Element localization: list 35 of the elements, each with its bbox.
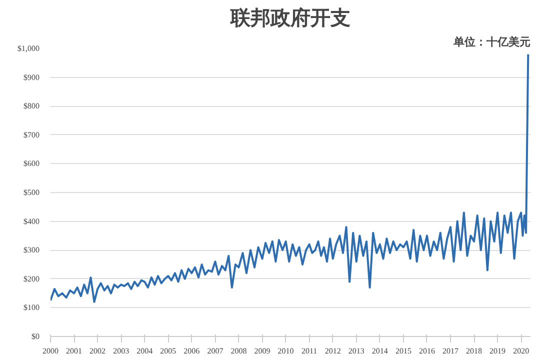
x-tick-label: 2010 xyxy=(278,346,294,356)
x-tick-label: 2013 xyxy=(348,346,364,356)
x-tick-label: 2009 xyxy=(254,346,270,356)
x-tick-label: 2015 xyxy=(395,346,412,356)
y-tick-label: $100 xyxy=(24,303,40,312)
x-tick-label: 2002 xyxy=(90,346,106,356)
y-tick-label: $400 xyxy=(24,216,40,226)
x-tick-label: 2018 xyxy=(466,346,482,356)
x-tick-label: 2000 xyxy=(42,346,58,356)
y-tick-label: $600 xyxy=(24,159,40,168)
y-tick-label: $500 xyxy=(24,188,40,197)
x-tick-label: 2012 xyxy=(324,346,341,356)
y-tick-label: $200 xyxy=(24,274,40,284)
x-tick-label: 2019 xyxy=(490,346,506,356)
x-tick-label: 2006 xyxy=(184,346,200,356)
x-tick-label: 2016 xyxy=(418,346,435,356)
x-tick-label: 2014 xyxy=(372,346,388,356)
chart-title: 联邦政府开支 xyxy=(230,6,350,30)
x-tick-label: 2003 xyxy=(113,346,130,356)
x-tick-label: 2011 xyxy=(301,346,318,356)
x-tick-label: 2005 xyxy=(160,346,176,356)
y-tick-label: $700 xyxy=(24,130,40,140)
x-tick-label: 2007 xyxy=(207,346,224,356)
line-series xyxy=(50,53,530,303)
y-tick-label: $300 xyxy=(24,246,40,255)
y-tick-label: $800 xyxy=(24,102,40,111)
x-tick-label: 2017 xyxy=(442,346,458,356)
x-tick-label: 2004 xyxy=(136,346,153,356)
x-tick-label: 2008 xyxy=(230,346,247,356)
x-tick-label: 2001 xyxy=(66,346,82,356)
y-tick-label: $0 xyxy=(32,332,40,341)
text: 单位：十亿美元 xyxy=(452,36,530,48)
y-tick-label: $1,000 xyxy=(18,44,40,53)
x-tick-label: 2020 xyxy=(513,346,530,356)
y-tick-label: $900 xyxy=(24,72,40,82)
